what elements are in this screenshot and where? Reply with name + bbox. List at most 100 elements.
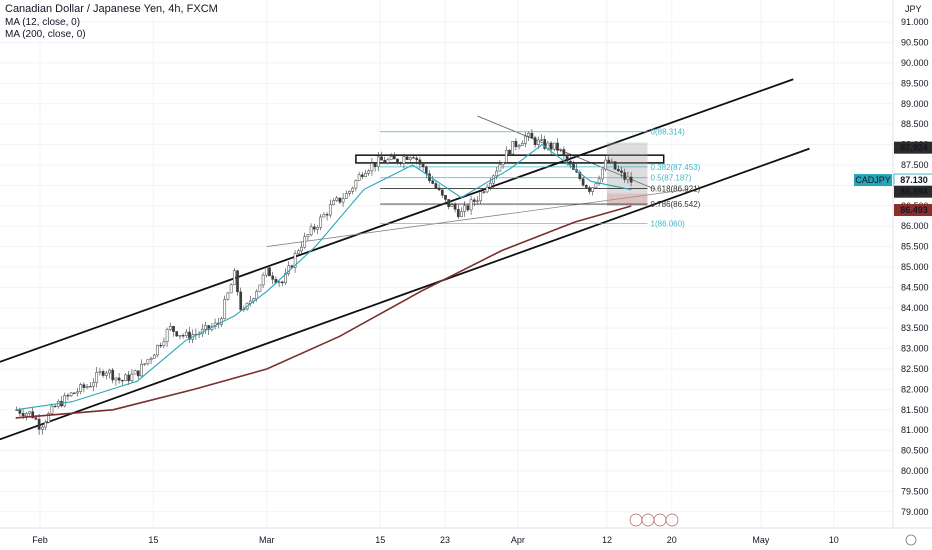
- candle-body: [431, 180, 435, 184]
- fib-level-label: 0.5(87.187): [651, 174, 692, 183]
- chart-title[interactable]: Canadian Dollar / Japanese Yen, 4h, FXCM: [5, 3, 218, 15]
- candle-body: [600, 168, 604, 180]
- candle-body: [530, 132, 534, 138]
- candle-body: [168, 326, 172, 330]
- fib-level-label: 0.618(86.921): [651, 185, 701, 194]
- candle-body: [476, 200, 479, 202]
- candle-body: [354, 180, 358, 189]
- price-tick-label: 87.500: [901, 160, 929, 170]
- scroll-dot: [641, 513, 655, 527]
- time-tick-label: 10: [829, 535, 839, 545]
- candle-body: [402, 156, 406, 164]
- candle-body: [204, 325, 207, 330]
- candle-body: [136, 370, 140, 377]
- candle-body: [472, 199, 476, 202]
- candle-body: [95, 372, 99, 383]
- badge-ma-slow: 86.493: [900, 205, 928, 215]
- candle-body: [466, 205, 470, 211]
- currency-label: JPY: [905, 4, 922, 14]
- price-tick-label: 90.000: [901, 58, 929, 68]
- candle-body: [434, 183, 438, 189]
- candle-body: [364, 173, 367, 177]
- candle-body: [258, 284, 262, 292]
- candle-body: [367, 170, 371, 174]
- price-tick-label: 88.500: [901, 119, 929, 129]
- candle-body: [591, 187, 595, 192]
- symbol-tag[interactable]: CADJPY: [855, 175, 891, 185]
- time-tick-label: 23: [440, 535, 450, 545]
- candle-body: [514, 141, 518, 148]
- candle-body: [482, 191, 486, 193]
- candle-body: [232, 270, 236, 286]
- candle-body: [149, 358, 153, 360]
- candle-body: [524, 135, 527, 144]
- candle-body: [501, 162, 505, 165]
- candle-body: [104, 372, 108, 376]
- badge-ma-fast: 86.894: [900, 187, 928, 197]
- fib-level-label: 0(88.314): [651, 128, 686, 137]
- candle-body: [146, 359, 150, 364]
- tradingview-logo-icon[interactable]: [905, 534, 917, 546]
- candle-body: [540, 139, 543, 141]
- candle-body: [578, 172, 582, 180]
- candle-body: [623, 172, 627, 180]
- price-tick-label: 79.500: [901, 486, 929, 496]
- price-tick-label: 85.500: [901, 242, 929, 252]
- price-tick-label: 82.000: [901, 384, 929, 394]
- candle-body: [325, 214, 329, 216]
- rising-trendline[interactable]: [266, 189, 689, 247]
- candle-body: [76, 391, 79, 394]
- candle-body: [47, 413, 51, 423]
- candle-body: [31, 411, 35, 419]
- price-tick-label: 89.500: [901, 78, 929, 88]
- candle-body: [255, 291, 259, 299]
- candle-body: [620, 170, 623, 173]
- fib-level-label: 0.382(87.453): [651, 163, 701, 172]
- candle-body: [335, 197, 339, 201]
- scroll-back-icon[interactable]: [629, 513, 679, 527]
- candle-body: [607, 159, 611, 163]
- channel-upper-line[interactable]: [0, 78, 794, 365]
- ma-fast-legend[interactable]: MA (12, close, 0): [5, 17, 81, 28]
- candle-body: [626, 176, 630, 180]
- candle-body: [264, 267, 268, 276]
- ma-slow-legend[interactable]: MA (200, close, 0): [5, 29, 86, 40]
- price-tick-label: 86.000: [901, 221, 929, 231]
- candle-body: [508, 149, 511, 155]
- price-tick-label: 85.000: [901, 262, 929, 272]
- candle-body: [533, 137, 537, 146]
- candle-body: [376, 156, 380, 168]
- ma-200-line[interactable]: [15, 205, 632, 419]
- price-tick-label: 81.000: [901, 425, 929, 435]
- candle-body: [597, 178, 601, 184]
- candle-body: [223, 299, 227, 319]
- candle-body: [130, 373, 134, 382]
- projection-box[interactable]: [607, 142, 648, 206]
- price-tick-label: 89.000: [901, 99, 929, 109]
- badge-last-price-bg: [894, 174, 932, 187]
- stop-zone-box[interactable]: [607, 193, 648, 206]
- candle-body: [351, 187, 355, 192]
- candle-body: [389, 156, 393, 160]
- candle-body: [306, 234, 310, 237]
- candle-body: [463, 205, 467, 212]
- candle-body: [447, 199, 451, 207]
- candle-body: [18, 409, 22, 414]
- channel-lower-line[interactable]: [0, 147, 810, 443]
- candle-body: [79, 384, 83, 393]
- price-tick-label: 81.500: [901, 405, 929, 415]
- price-tick-label: 84.500: [901, 282, 929, 292]
- candle-body: [300, 246, 303, 252]
- candle-body: [418, 159, 422, 165]
- ma-12-line[interactable]: [15, 143, 632, 411]
- price-tick-label: 91.000: [901, 17, 929, 27]
- candle-body: [399, 162, 403, 164]
- candle-body: [172, 326, 175, 332]
- candle-body: [485, 186, 489, 193]
- candle-body: [156, 344, 159, 356]
- candle-body: [133, 370, 137, 375]
- candle-body: [40, 426, 44, 430]
- scroll-dot: [629, 513, 643, 527]
- candle-body: [588, 187, 591, 192]
